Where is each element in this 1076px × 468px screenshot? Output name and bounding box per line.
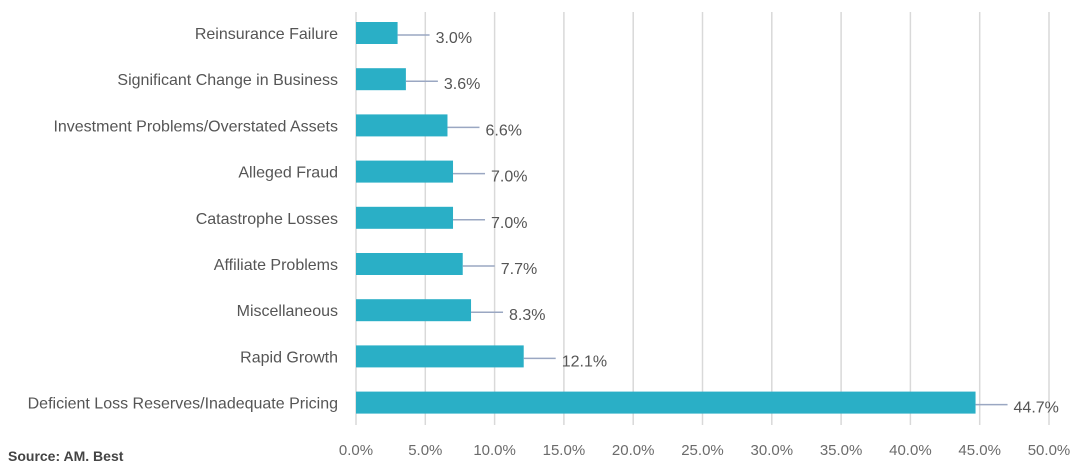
data-label: 3.6% — [444, 76, 480, 93]
bar — [356, 253, 463, 275]
labels: 0.0% 5.0% 10.0% 15.0% 20.0% 25.0% 30.0% 35.0% 40… — [28, 26, 1071, 459]
data-label: 7.7% — [501, 261, 537, 278]
x-tick-label: 35.0% — [820, 442, 863, 459]
bar — [356, 391, 976, 414]
data-label: 8.3% — [509, 307, 545, 324]
bar — [356, 206, 454, 229]
x-tick-label: 25.0% — [681, 442, 724, 459]
category-label: Significant Change in Business — [117, 72, 338, 89]
category-label: Deficient Loss Reserves/Inadequate Prici… — [28, 396, 338, 413]
category-label: Miscellaneous — [237, 303, 338, 320]
x-tick-label: 5.0% — [408, 442, 442, 459]
x-tick-label: 0.0% — [339, 442, 373, 459]
source-note: Source: AM. Best — [8, 448, 124, 464]
data-label: 44.7% — [1014, 400, 1059, 417]
category-label: Investment Problems/Overstated Assets — [53, 118, 338, 135]
bar — [356, 299, 472, 322]
bar — [356, 68, 406, 91]
bar — [356, 345, 524, 368]
category-label: Rapid Growth — [240, 349, 338, 366]
category-label: Alleged Fraud — [238, 165, 338, 182]
data-label: 12.1% — [562, 353, 607, 370]
category-label: Affiliate Problems — [214, 257, 338, 274]
x-tick-label: 10.0% — [473, 442, 516, 459]
data-label: 7.0% — [491, 169, 527, 186]
bar — [356, 22, 398, 44]
data-label: 3.0% — [436, 30, 472, 47]
data-label: 6.6% — [485, 122, 521, 139]
data-label: 7.0% — [491, 215, 527, 232]
bar — [356, 160, 454, 183]
x-tick-label: 40.0% — [889, 442, 932, 459]
x-tick-label: 30.0% — [751, 442, 794, 459]
x-tick-label: 15.0% — [543, 442, 586, 459]
x-tick-label: 50.0% — [1028, 442, 1071, 459]
category-label: Reinsurance Failure — [195, 26, 338, 43]
x-tick-label: 45.0% — [958, 442, 1001, 459]
bars — [356, 22, 1008, 414]
bar — [356, 114, 448, 137]
x-tick-label: 20.0% — [612, 442, 655, 459]
category-label: Catastrophe Losses — [196, 211, 338, 228]
